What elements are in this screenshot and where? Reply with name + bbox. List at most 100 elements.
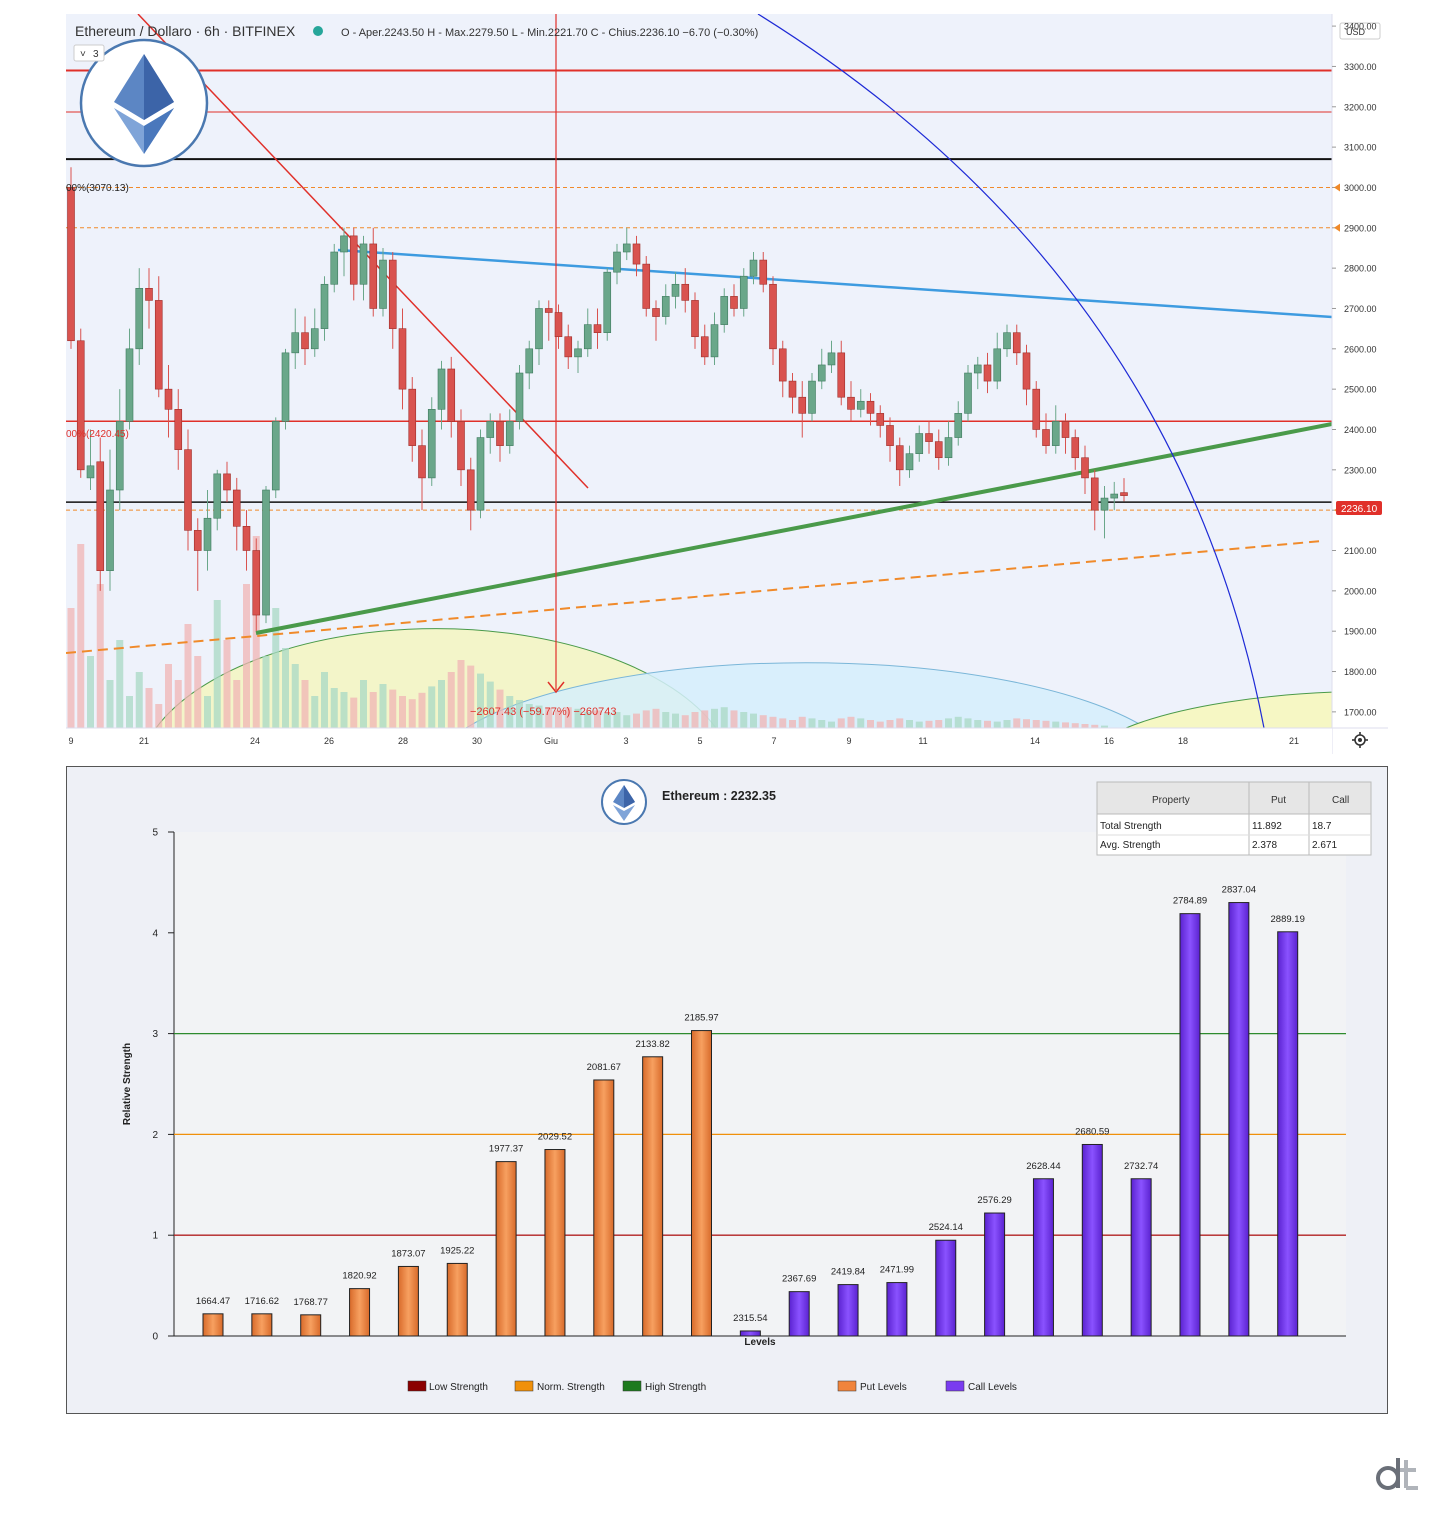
candle [252,538,261,632]
candle [759,252,768,293]
call-level-bar [1081,1143,1103,1337]
put-level-bar [349,1288,371,1337]
candle-body [301,332,309,350]
call-level-bar [837,1284,859,1337]
indicator-toggle[interactable] [73,44,105,62]
volume-bar [779,718,787,728]
bar-value-label: 2471.99 [880,1265,914,1276]
bar-value-label: 2576.29 [977,1195,1011,1206]
volume-bar [711,708,718,728]
candle-body [310,328,319,350]
volume-bar [262,656,270,728]
arrow-down-icon [547,681,565,694]
price-tick-label: 3100.00 [1344,143,1377,153]
price-chart-panel[interactable]: Ethereum / Dollaro · 6h · BITFINEX O - A… [66,14,1388,754]
candle-body [934,441,943,459]
volume-bar [87,656,94,728]
volume-bar [613,712,621,728]
volume-bar [555,710,562,728]
candle [466,457,475,531]
candle [340,227,348,277]
blue-resistance-trendline[interactable] [337,248,1332,319]
candle-body [925,433,933,442]
candle-body [895,445,904,471]
time-tick-label: 18 [1178,736,1188,746]
candle [223,461,231,503]
legend-call: Call Levels [968,1382,1017,1393]
candle [96,437,105,591]
candle [769,276,777,365]
orange-dashed-trendline[interactable] [66,540,1323,654]
x-axis-label: Levels [744,1337,776,1348]
put-level-bar [642,1056,664,1337]
candle-body [1051,421,1060,446]
candle-body [496,421,504,446]
candle-body [944,437,953,459]
volume-bar [340,692,348,728]
volume-bar [535,705,543,728]
candle-body [86,465,95,479]
bar-value-label: 2029.52 [538,1132,572,1143]
candle-body [525,348,534,374]
currency-selector[interactable] [1339,22,1381,40]
volume-bar [477,673,484,728]
table-row-avg-put: 2.378 [1252,840,1277,851]
bar-value-label: 1873.07 [391,1248,425,1259]
blue-arc-line[interactable] [757,14,1265,728]
bar-value-label: 2837.04 [1222,885,1256,896]
candle [515,364,524,430]
candle-body [1003,332,1011,350]
price-axis[interactable] [1332,14,1388,728]
candle [1071,429,1080,470]
candle-body [398,328,407,390]
volume-bar [1042,720,1050,728]
time-tick-label: 9 [846,736,851,746]
candle-body [408,388,417,446]
time-tick-label: 5 [697,736,702,746]
candlestick-chart[interactable]: Ethereum / Dollaro · 6h · BITFINEX O - A… [66,14,1388,754]
candle [730,284,738,317]
candle-body [379,259,387,309]
volume-bar [321,672,328,728]
candle [486,413,495,454]
strength-bar-chart: Ethereum : 2232.35 Property Put Call Tot… [66,766,1388,1414]
price-tick-label: 2100.00 [1344,546,1377,556]
measure-label: −2607.43 (−59.77%) −260743 [470,706,617,718]
put-level-bar [300,1314,322,1337]
time-axis-ticks: 9 21 24 26 28 30 Giu 3 5 7 9 11 14 16 18 21 [68,736,1299,746]
bar-value-label: 2419.84 [831,1267,865,1278]
candle [983,352,992,394]
table-header-put: Put [1271,795,1286,806]
bar-value-label: 2367.69 [782,1274,816,1285]
candle [915,425,924,462]
candle [496,413,504,462]
volume-bar [574,708,582,728]
bar-value-label: 2524.14 [929,1222,963,1233]
candle-body [652,308,660,317]
candle-body [866,400,875,414]
legend-high: High Strength [645,1382,706,1393]
last-price-text: 2236.10 [1341,504,1378,515]
strength-table: Property Put Call Total Strength 11.892 … [1096,781,1372,856]
candle-body [622,243,631,253]
settings-gear-icon[interactable] [1352,732,1368,748]
y-tick-label: 1 [152,1231,158,1242]
volume-bar [1003,720,1011,728]
volume-bar [769,716,777,728]
candle [866,393,875,426]
y-tick-label: 3 [152,1029,158,1040]
candle-body [817,364,826,382]
candle-body [291,332,300,354]
volume-bar [867,720,874,728]
candle [798,381,807,438]
volume-bar [213,600,221,728]
level-marker-icon [1334,183,1340,192]
time-tick-label: 21 [139,736,149,746]
green-support-trendline[interactable] [255,422,1332,635]
candle [564,324,573,369]
time-axis[interactable] [66,728,1332,754]
bar-value-label: 2889.19 [1271,914,1305,925]
candle-body [837,352,846,398]
candle-body [106,489,114,571]
candle-body [418,445,426,479]
